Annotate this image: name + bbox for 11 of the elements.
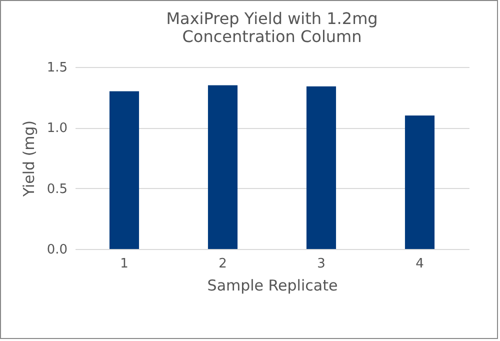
y-tick-label: 1.0 <box>46 121 68 136</box>
x-tick-label: 1 <box>120 256 128 272</box>
chart-title: MaxiPrep Yield with 1.2mg Concentration Column <box>166 9 378 46</box>
x-tick-label: 2 <box>218 256 227 272</box>
y-tick-label: 0.0 <box>46 242 68 258</box>
y-tick-label: 0.5 <box>46 182 68 197</box>
y-tick-label: 1.5 <box>46 60 68 76</box>
x-axis-title: Sample Replicate <box>207 276 338 294</box>
x-tick-label: 4 <box>416 256 424 272</box>
y-axis-title: Yield (mg) <box>20 120 38 198</box>
x-tick-label: 3 <box>317 256 326 272</box>
